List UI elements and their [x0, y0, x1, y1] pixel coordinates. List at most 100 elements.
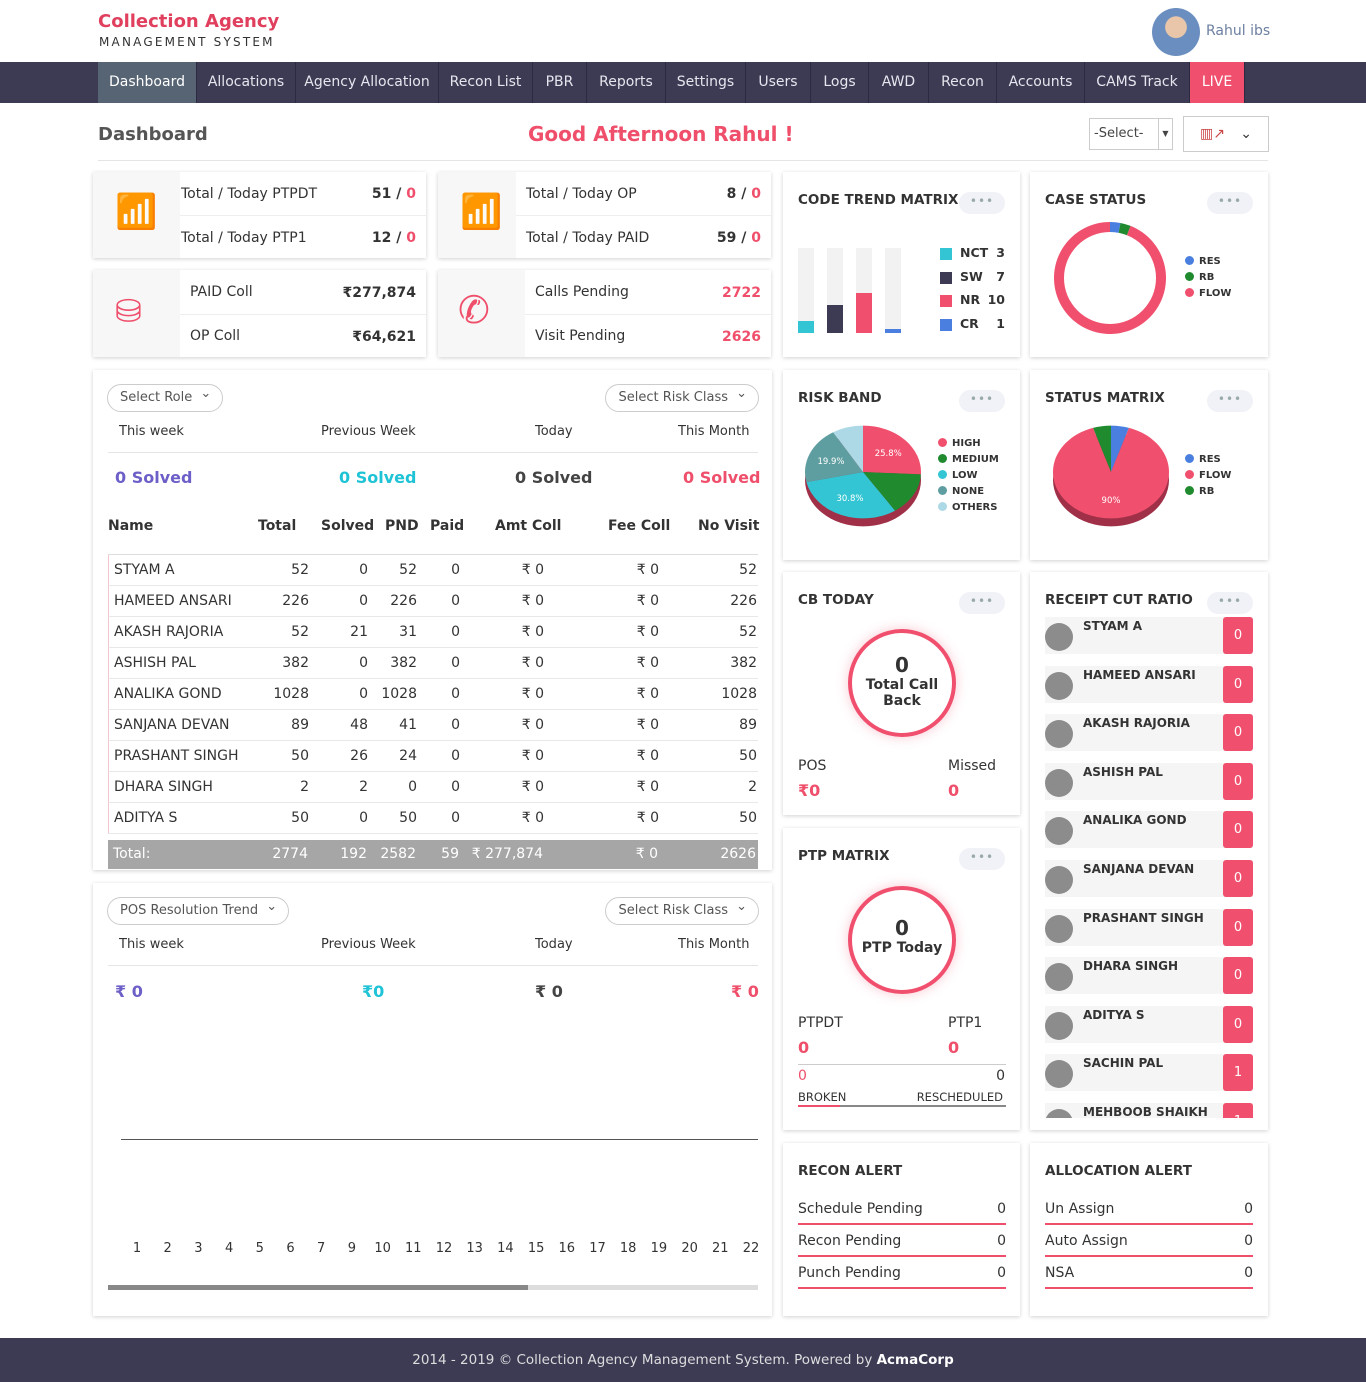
ptp1-value: 0 — [948, 1038, 960, 1057]
receipt-row[interactable]: AKASH RAJORIA 0 — [1045, 714, 1253, 752]
legend-item[interactable]: RB — [1185, 486, 1214, 497]
alert-row[interactable]: NSA 0 — [1045, 1259, 1253, 1289]
nav-settings[interactable]: Settings — [666, 62, 746, 103]
column-header[interactable]: Fee Coll — [608, 518, 671, 534]
legend-item[interactable]: LOW — [938, 470, 978, 481]
receipt-row[interactable]: SANJANA DEVAN 0 — [1045, 860, 1253, 897]
table-row[interactable]: ASHISH PAL 382 0 382 0 ₹ 0 ₹ 0 382 — [108, 648, 758, 679]
nav-recon[interactable]: Recon — [929, 62, 997, 103]
nav-users[interactable]: Users — [746, 62, 811, 103]
legend-item[interactable]: FLOW — [1185, 288, 1231, 299]
receipt-count-badge: 0 — [1223, 617, 1253, 654]
legend-item[interactable]: RES — [1185, 256, 1221, 267]
receipt-row[interactable]: PRASHANT SINGH 0 — [1045, 908, 1253, 946]
alert-row[interactable]: Un Assign 0 — [1045, 1195, 1253, 1225]
table-row[interactable]: AKASH RAJORIA 52 21 31 0 ₹ 0 ₹ 0 52 — [108, 617, 758, 648]
legend-item[interactable]: RB — [1185, 272, 1214, 283]
column-header[interactable]: No Visit — [698, 518, 760, 534]
receipt-count-badge: 1 — [1223, 1103, 1253, 1118]
table-row[interactable]: ADITYA S 50 0 50 0 ₹ 0 ₹ 0 50 — [108, 803, 758, 834]
receipt-row[interactable]: SACHIN PAL 1 — [1045, 1054, 1253, 1092]
alert-row[interactable]: Auto Assign 0 — [1045, 1227, 1253, 1257]
legend-item[interactable]: RES — [1185, 454, 1221, 465]
select-risk-class[interactable]: Select Risk Class — [605, 381, 759, 412]
pie-slice-none[interactable] — [805, 432, 863, 483]
nav-cams-track[interactable]: CAMS Track — [1085, 62, 1190, 103]
nav-recon-list[interactable]: Recon List — [439, 62, 533, 103]
column-header[interactable]: Total — [258, 518, 297, 534]
total-cell: Total: — [113, 846, 151, 862]
alert-row[interactable]: Recon Pending 0 — [798, 1227, 1006, 1257]
nav-pbr[interactable]: PBR — [533, 62, 587, 103]
table-row[interactable]: ANALIKA GOND 1028 0 1028 0 ₹ 0 ₹ 0 1028 — [108, 679, 758, 710]
nav-live[interactable]: LIVE — [1190, 62, 1245, 103]
horizontal-scrollbar[interactable] — [108, 1285, 758, 1290]
pie-slice-high[interactable] — [863, 425, 921, 475]
receipt-row[interactable]: ASHISH PAL 0 — [1045, 762, 1253, 800]
legend-item[interactable]: FLOW — [1185, 470, 1231, 481]
more-options-icon[interactable]: ••• — [959, 390, 1005, 412]
pie-slice-rb[interactable] — [1093, 425, 1111, 472]
table-cell: 382 — [730, 655, 757, 671]
more-options-icon[interactable]: ••• — [959, 192, 1005, 214]
pie-slice-flow[interactable] — [1053, 427, 1169, 519]
column-header[interactable]: Paid — [430, 518, 465, 534]
pie-slice-others[interactable] — [833, 425, 863, 472]
column-header[interactable]: Solved — [321, 518, 375, 534]
rescheduled-value: 0 — [996, 1068, 1005, 1084]
table-row[interactable]: DHARA SINGH 2 2 0 0 ₹ 0 ₹ 0 2 — [108, 772, 758, 803]
more-options-icon[interactable]: ••• — [1207, 592, 1253, 614]
period-select[interactable]: -Select- ▼ — [1089, 118, 1173, 150]
nav-awd[interactable]: AWD — [869, 62, 929, 103]
nav-logs[interactable]: Logs — [811, 62, 869, 103]
select-role[interactable]: Select Role — [107, 381, 224, 412]
receipt-row[interactable]: ANALIKA GOND 0 — [1045, 811, 1253, 849]
more-options-icon[interactable]: ••• — [959, 592, 1005, 614]
card-title: ALLOCATION ALERT — [1045, 1163, 1192, 1179]
legend-value: 7 — [996, 268, 1005, 284]
nav-dashboard[interactable]: Dashboard — [98, 62, 197, 103]
pos-trend-select[interactable]: POS Resolution Trend — [107, 894, 290, 925]
avatar[interactable] — [1152, 8, 1200, 56]
nav-accounts[interactable]: Accounts — [997, 62, 1085, 103]
legend-item[interactable]: HIGH — [938, 438, 981, 449]
nav-allocations[interactable]: Allocations — [197, 62, 296, 103]
more-options-icon[interactable]: ••• — [1207, 390, 1253, 412]
nav-reports[interactable]: Reports — [587, 62, 666, 103]
pie-slice-medium[interactable] — [863, 472, 921, 511]
receipt-row[interactable]: STYAM A 0 — [1045, 617, 1253, 654]
receipt-list[interactable]: STYAM A 0 HAMEED ANSARI 0 AKASH RAJORIA 0 ASHI… — [1030, 572, 1268, 1118]
legend-item[interactable]: MEDIUM — [938, 454, 999, 465]
alert-row[interactable]: Punch Pending 0 — [798, 1259, 1006, 1289]
receipt-count-badge: 1 — [1223, 1054, 1253, 1092]
receipt-row[interactable]: ADITYA S 0 — [1045, 1005, 1253, 1043]
table-row[interactable]: HAMEED ANSARI 226 0 226 0 ₹ 0 ₹ 0 226 — [108, 586, 758, 617]
table-row[interactable]: PRASHANT SINGH 50 26 24 0 ₹ 0 ₹ 0 50 — [108, 741, 758, 772]
table-row[interactable]: STYAM A 52 0 52 0 ₹ 0 ₹ 0 52 — [108, 555, 758, 586]
column-header[interactable]: Amt Coll — [495, 518, 562, 534]
scrollbar-thumb[interactable] — [108, 1285, 528, 1290]
pie-slice-low[interactable] — [806, 472, 895, 519]
receipt-row[interactable]: DHARA SINGH 0 — [1045, 957, 1253, 995]
receipt-row[interactable]: MEHBOOB SHAIKH 1 — [1045, 1103, 1253, 1118]
legend-item[interactable]: NONE — [938, 486, 984, 497]
select-risk-class[interactable]: Select Risk Class — [605, 894, 759, 925]
footer-brand-link[interactable]: AcmaCorp — [876, 1352, 954, 1368]
more-options-icon[interactable]: ••• — [1207, 192, 1253, 214]
ptp-today-label: PTP Today — [861, 940, 943, 956]
legend-item[interactable]: OTHERS — [938, 502, 997, 513]
user-name[interactable]: Rahul ibs — [1206, 23, 1271, 39]
table-cell: DHARA SINGH — [114, 779, 213, 795]
column-header[interactable]: Name — [108, 518, 154, 534]
chart-type-button[interactable]: ▥↗ ⌄ — [1183, 116, 1269, 152]
column-header[interactable]: PND — [385, 518, 419, 534]
receipt-row[interactable]: HAMEED ANSARI 0 — [1045, 665, 1253, 703]
more-options-icon[interactable]: ••• — [959, 848, 1005, 870]
total-cell: 2774 — [272, 846, 308, 862]
pie-slice-res[interactable] — [1111, 425, 1129, 472]
table-row[interactable]: SANJANA DEVAN 89 48 41 0 ₹ 0 ₹ 0 89 — [108, 710, 758, 741]
alert-row[interactable]: Schedule Pending 0 — [798, 1195, 1006, 1225]
nav-agency-allocation[interactable]: Agency Allocation — [296, 62, 439, 103]
legend-dot — [1185, 454, 1194, 463]
pie-label: 19.9% — [818, 457, 845, 467]
